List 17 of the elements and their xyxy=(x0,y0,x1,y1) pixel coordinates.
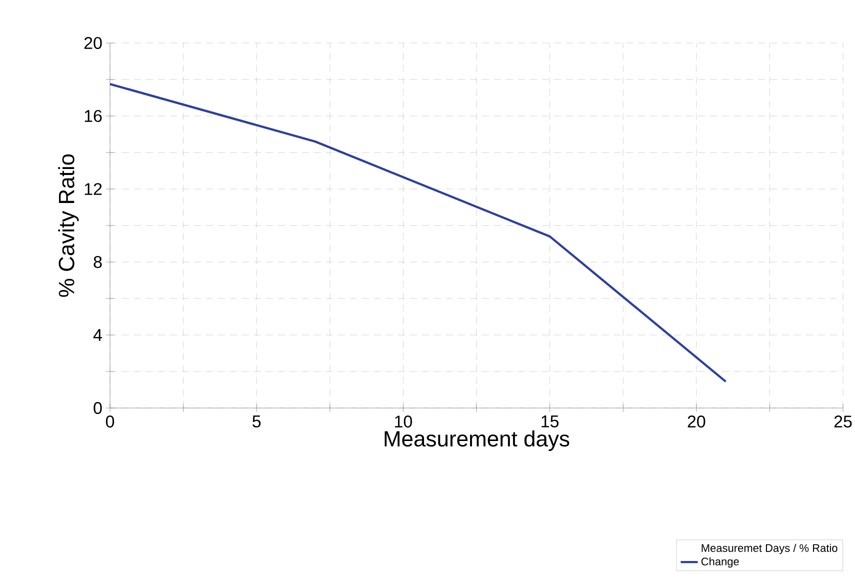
y-tick-label: 20 xyxy=(84,36,102,50)
line-series xyxy=(108,82,727,383)
y-tick-label: 12 xyxy=(84,183,102,195)
y-tick-label: 16 xyxy=(84,110,102,122)
legend-label: Change xyxy=(701,557,739,568)
x-tick-label: 25 xyxy=(834,416,852,428)
y-tick-label: 4 xyxy=(93,329,102,341)
y-tick-label: 8 xyxy=(94,256,102,268)
x-tick-label: 20 xyxy=(688,416,706,428)
x-tick-label: 5 xyxy=(252,416,261,428)
x-tick-label: 0 xyxy=(106,416,114,428)
x-tick-label: 10 xyxy=(395,416,412,428)
y-axis-title: % Cavity Ratio xyxy=(58,154,79,297)
y-tick-label: 0 xyxy=(94,402,102,414)
legend-title: Measuremet Days / % Ratio xyxy=(702,544,838,554)
x-axis-title: Measurement days xyxy=(384,430,570,451)
x-tick-label: 15 xyxy=(542,416,559,428)
